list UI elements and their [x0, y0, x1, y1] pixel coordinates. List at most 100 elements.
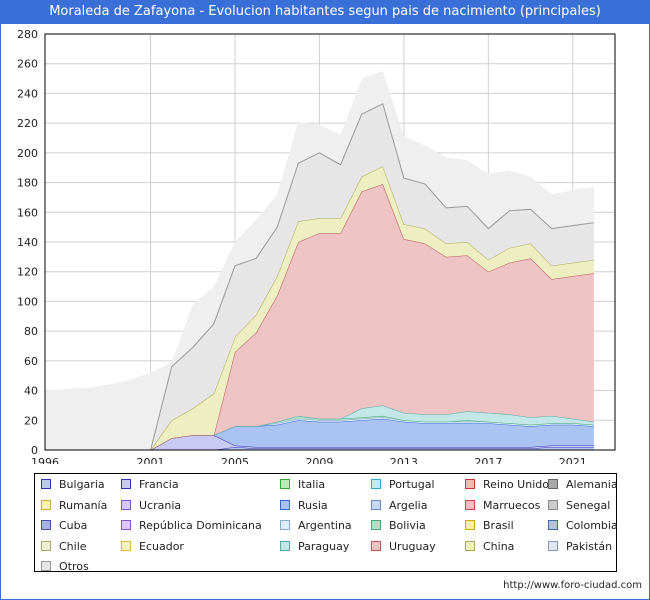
series-area-uruguay — [45, 184, 594, 451]
legend-swatch — [465, 540, 475, 551]
y-tick-label-260: 260 — [17, 58, 38, 71]
y-tick-label-140: 140 — [17, 236, 38, 249]
legend-swatch — [465, 479, 475, 489]
legend-swatch — [548, 479, 558, 489]
legend-label: Portugal — [389, 478, 435, 491]
source-url[interactable]: http://www.foro-ciudad.com — [503, 580, 642, 591]
y-tick-label-80: 80 — [24, 325, 38, 338]
x-tick-label-2009: 2009 — [305, 456, 333, 464]
legend-swatch — [280, 520, 290, 530]
y-tick-label-120: 120 — [17, 266, 38, 279]
legend-swatch — [371, 520, 381, 530]
legend-swatch — [371, 479, 381, 489]
legend-item-rusia: Rusia — [280, 499, 328, 513]
stacked-area-chart: 0 20 40 60 80 100 120 140 160 180 200 220 240 260 280 1… — [17, 28, 616, 464]
legend-swatch — [465, 499, 475, 510]
legend-label: Rumanía — [59, 498, 108, 512]
chart-title: Moraleda de Zafayona - Evolucion habitan… — [0, 0, 650, 24]
legend-swatch — [280, 540, 290, 551]
legend-swatch — [121, 520, 131, 530]
series-area-francia — [45, 435, 594, 450]
legend-item-pakistan: Pakistán — [548, 540, 612, 554]
legend-label: Marruecos — [483, 498, 541, 512]
legend-item-argelia: Argelia — [371, 499, 427, 513]
legend-swatch — [121, 499, 131, 510]
legend-item-ucrania: Ucrania — [121, 499, 181, 513]
legend-item-chile: Chile — [41, 540, 87, 554]
legend-swatch — [41, 479, 51, 489]
legend-item-uruguay: Uruguay — [371, 540, 436, 554]
legend-item-bolivia: Bolivia — [371, 519, 426, 533]
legend-swatch — [41, 499, 51, 510]
legend-label: Francia — [139, 478, 179, 491]
y-tick-label-180: 180 — [17, 177, 38, 190]
legend-label: Italia — [298, 478, 326, 491]
legend-item-senegal: Senegal — [548, 499, 610, 513]
legend-swatch — [121, 540, 131, 551]
legend-label: Bulgaria — [59, 478, 105, 491]
legend-label: Pakistán — [566, 539, 613, 553]
legend-label: Bolivia — [389, 519, 426, 532]
legend-label: Argentina — [298, 519, 352, 532]
series-area-china — [45, 166, 594, 450]
legend-label: Uruguay — [389, 539, 436, 553]
legend-label: Brasil — [483, 519, 514, 532]
x-tick-label-2013: 2013 — [390, 456, 418, 464]
legend-item-republica-dominicana: República Dominicana — [121, 519, 262, 533]
legend-item-alemania: Alemania — [548, 478, 618, 492]
x-tick-label-2005: 2005 — [221, 456, 249, 464]
legend-label: Argelia — [389, 498, 428, 512]
legend-swatch — [371, 540, 381, 551]
legend-label: Reino Unido — [483, 478, 549, 491]
legend-label: Chile — [59, 539, 87, 553]
legend-swatch — [548, 540, 558, 551]
legend-label: Colombia — [566, 519, 618, 532]
legend-item-otros: Otros — [41, 560, 89, 574]
series-area-paraguay — [45, 405, 594, 450]
legend-label: Cuba — [59, 519, 88, 532]
x-tick-label-2001: 2001 — [137, 456, 165, 464]
legend-swatch — [465, 520, 475, 530]
legend-swatch — [548, 520, 558, 530]
legend-label: Ucrania — [139, 498, 182, 512]
y-tick-label-60: 60 — [24, 355, 38, 368]
legend-swatch — [548, 499, 558, 510]
legend-label: Ecuador — [139, 539, 184, 553]
series-line-otros — [45, 103, 594, 451]
legend-item-brasil: Brasil — [465, 519, 514, 533]
legend-item-bulgaria: Bulgaria — [41, 478, 105, 492]
legend-label: Senegal — [566, 498, 611, 512]
legend-label: República Dominicana — [139, 519, 262, 532]
y-tick-label-160: 160 — [17, 206, 38, 219]
legend-swatch — [280, 479, 290, 489]
y-tick-label-280: 280 — [17, 28, 38, 41]
legend-label: China — [483, 539, 515, 553]
legend-label: Otros — [59, 560, 89, 573]
legend-item-portugal: Portugal — [371, 478, 435, 492]
y-tick-label-0: 0 — [31, 444, 38, 457]
legend-item-china: China — [465, 540, 514, 554]
legend-swatch — [41, 561, 51, 571]
x-tick-label-1996: 1996 — [31, 456, 59, 464]
legend-swatch — [121, 479, 131, 489]
x-tick-label-2017: 2017 — [474, 456, 502, 464]
legend-item-argentina: Argentina — [280, 519, 352, 533]
legend-item-paraguay: Paraguay — [280, 540, 349, 554]
y-tick-label-40: 40 — [24, 385, 38, 398]
y-tick-label-200: 200 — [17, 147, 38, 160]
legend-swatch — [280, 499, 290, 510]
legend-item-rumania: Rumanía — [41, 499, 107, 513]
legend-item-ecuador: Ecuador — [121, 540, 184, 554]
legend-item-marruecos: Marruecos — [465, 499, 540, 513]
legend-item-cuba: Cuba — [41, 519, 87, 533]
x-tick-label-2021: 2021 — [559, 456, 587, 464]
legend-label: Paraguay — [298, 539, 350, 553]
series-area-rusia — [45, 418, 594, 450]
chart-legend: Bulgaria Francia Italia Portugal Reino Unido… — [34, 473, 618, 574]
legend-label: Alemania — [566, 478, 618, 491]
legend-item-colombia: Colombia — [548, 519, 618, 533]
y-tick-label-240: 240 — [17, 87, 38, 100]
legend-item-italia: Italia — [280, 478, 325, 492]
legend-swatch — [41, 520, 51, 530]
y-tick-label-20: 20 — [24, 414, 38, 427]
